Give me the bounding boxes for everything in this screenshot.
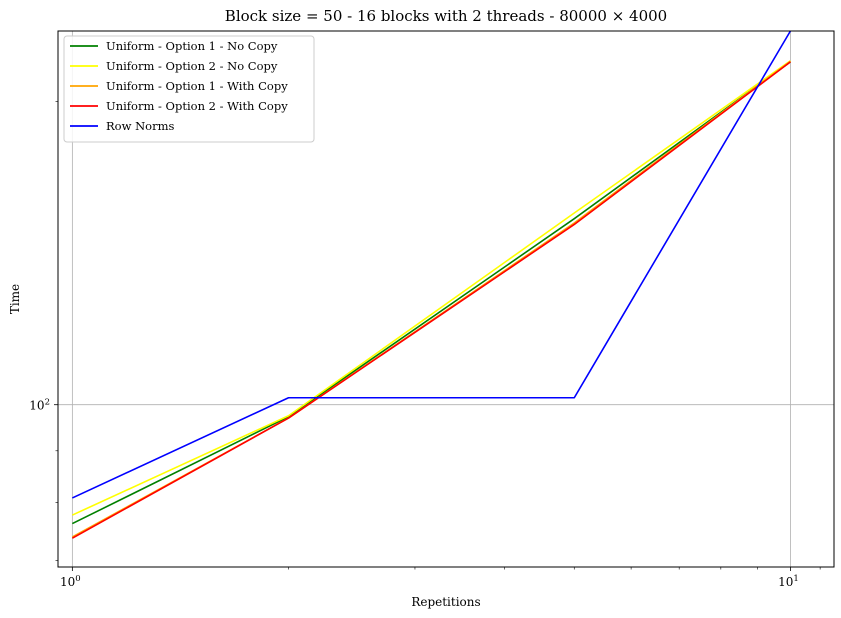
series-line (71, 61, 791, 539)
ticks: 100 101 102 (29, 101, 821, 589)
legend-label: Uniform - Option 1 - With Copy (106, 79, 288, 93)
x-axis-label: Repetitions (411, 595, 480, 609)
chart-title: Block size = 50 - 16 blocks with 2 threa… (225, 7, 667, 25)
series-line (72, 30, 792, 499)
y-tick-label: 102 (29, 398, 50, 413)
series-group (71, 30, 792, 539)
y-axis-label: Time (8, 284, 22, 314)
legend-label: Uniform - Option 2 - No Copy (106, 59, 278, 73)
legend-label: Uniform - Option 2 - With Copy (106, 99, 288, 113)
legend: Uniform - Option 1 - No Copy Uniform - Op… (63, 35, 315, 143)
legend-label: Row Norms (106, 119, 174, 133)
plot-frame (57, 30, 835, 568)
x-tick-label: 100 (60, 574, 81, 589)
x-tick-label: 101 (778, 574, 799, 589)
legend-label: Uniform - Option 1 - No Copy (106, 39, 278, 53)
series-line (72, 61, 791, 525)
legend-box (63, 35, 315, 143)
series-line (72, 60, 791, 516)
